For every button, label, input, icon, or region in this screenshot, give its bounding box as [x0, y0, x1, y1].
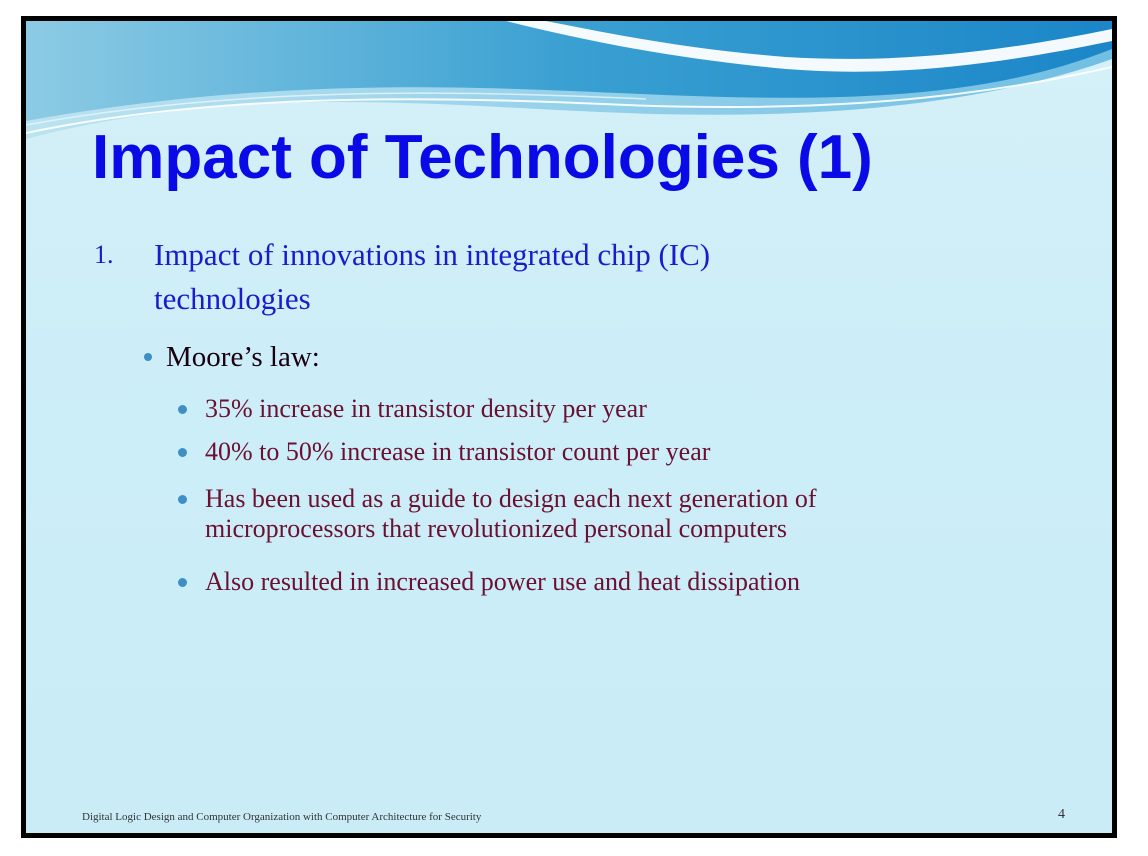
sub-bullet-label: Moore’s law:: [166, 341, 320, 373]
bullet-icon: [144, 353, 152, 362]
bullet-icon: [178, 448, 187, 457]
bullet-text: Also resulted in increased power use and…: [205, 567, 1005, 597]
bullet-text-line: Also resulted in increased power use and…: [205, 567, 800, 596]
item-number: 1.: [94, 240, 114, 269]
header-wave-decoration: [26, 21, 1112, 139]
bullet-text: 35% increase in transistor density per y…: [205, 394, 1005, 424]
item-text-line-2: technologies: [154, 281, 311, 316]
bullet-icon: [178, 405, 187, 414]
bullet-text-line: 35% increase in transistor density per y…: [205, 394, 647, 423]
item-text-line-1: Impact of innovations in integrated chip…: [154, 237, 711, 272]
slide-title: Impact of Technologies (1): [92, 123, 873, 192]
sub-bullet-moores-law: Moore’s law:: [144, 337, 320, 377]
slide: Impact of Technologies (1) 1. Impact of …: [21, 16, 1117, 838]
bullet-text-line: 40% to 50% increase in transistor count …: [205, 437, 711, 466]
bullet-text: Has been used as a guide to design each …: [205, 484, 1005, 544]
bullet-icon: [178, 578, 187, 587]
bullet-text-line: microprocessors that revolutionized pers…: [205, 514, 787, 543]
bullet-icon: [178, 495, 187, 504]
bullet-text-line: Has been used as a guide to design each …: [205, 484, 817, 513]
footer-text: Digital Logic Design and Computer Organi…: [82, 811, 482, 823]
page-number: 4: [1058, 807, 1065, 822]
bullet-text: 40% to 50% increase in transistor count …: [205, 437, 1005, 467]
item-text: Impact of innovations in integrated chip…: [154, 233, 954, 321]
